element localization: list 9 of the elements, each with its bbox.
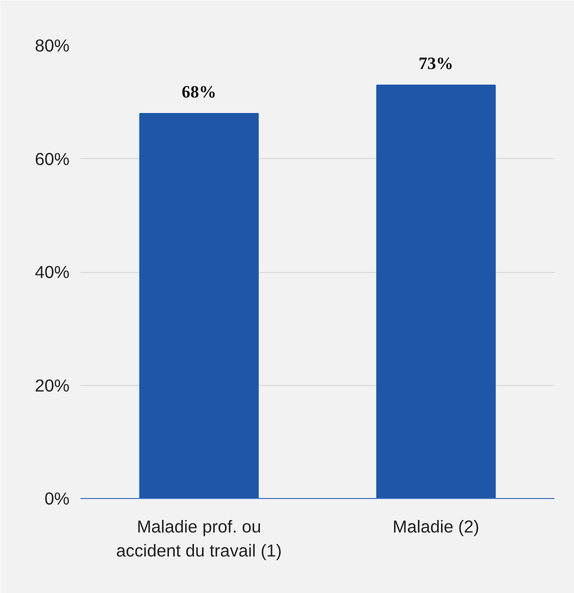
y-tick-label: 40% [34,262,70,282]
y-tick-label: 60% [34,148,70,169]
x-tick-label: Maladie prof. ou accident du travail (1) [116,516,282,560]
y-tick-label: 0% [44,488,70,508]
y-tick-label: 80% [34,36,70,56]
data-label: 73% [418,54,454,74]
y-tick-label: 20% [34,375,70,396]
x-tick-label: Maladie (2) [392,516,480,536]
data-label: 68% [182,82,216,102]
